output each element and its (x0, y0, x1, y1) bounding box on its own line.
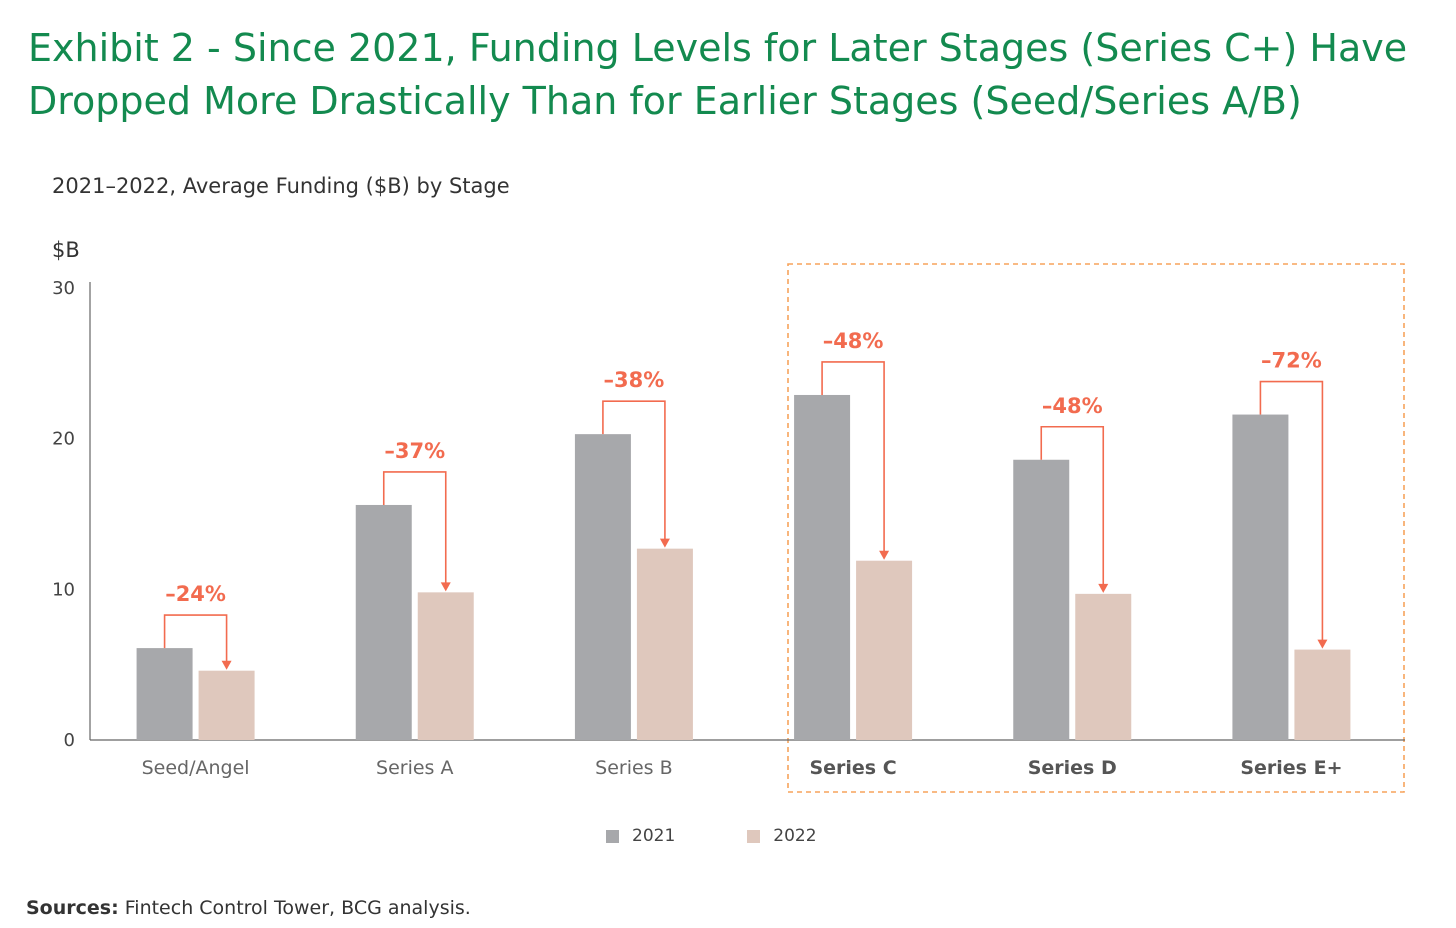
legend-swatch-2021 (606, 829, 619, 843)
x-category-label-series-e: Series E+ (1240, 757, 1342, 779)
x-category-label-series-a: Series A (376, 757, 453, 779)
y-axis-unit-label: $B (52, 238, 80, 262)
legend-item-2022: 2022 (747, 826, 817, 846)
bar-2022-series-e (1294, 649, 1351, 740)
sources-text: Fintech Control Tower, BCG analysis. (118, 897, 471, 919)
change-connector-series-a (382, 471, 447, 584)
bar-2022-series-c (856, 560, 913, 740)
change-label-series-d: –48% (1042, 394, 1103, 418)
sources-note: Sources: Fintech Control Tower, BCG anal… (26, 897, 471, 919)
bar-2022-series-a (417, 592, 474, 740)
page-title: Exhibit 2 - Since 2021, Funding Levels f… (28, 22, 1428, 128)
title-line-1: Exhibit 2 - Since 2021, Funding Levels f… (28, 26, 1408, 70)
y-tick-label-0: 0 (64, 730, 75, 751)
change-arrowhead-series-a (440, 582, 451, 592)
chart-legend: 2021 2022 (606, 826, 889, 846)
change-label-series-e: –72% (1261, 349, 1322, 373)
change-connector-series-d (1040, 425, 1105, 585)
sources-label: Sources: (26, 897, 119, 919)
y-tick-label-10: 10 (52, 579, 75, 600)
legend-swatch-2022 (747, 829, 761, 843)
change-label-seed-angel: –24% (165, 582, 226, 606)
change-connector-series-e (1259, 380, 1324, 641)
legend-label-2022: 2022 (773, 826, 817, 846)
y-tick-label-20: 20 (52, 429, 75, 450)
change-connector-series-b (602, 400, 666, 540)
x-category-label-series-b: Series B (595, 757, 673, 779)
x-category-label-series-c: Series C (809, 757, 896, 779)
chart-subtitle: 2021–2022, Average Funding ($B) by Stage (52, 174, 510, 198)
change-label-series-c: –48% (823, 329, 884, 353)
bar-2022-seed-angel (198, 670, 255, 740)
change-arrowhead-series-e (1317, 639, 1328, 649)
change-arrowhead-series-b (659, 538, 670, 548)
bar-2021-series-b (574, 434, 631, 740)
legend-item-2021: 2021 (606, 826, 675, 846)
legend-label-2021: 2021 (632, 826, 676, 846)
bar-2021-series-e (1232, 414, 1289, 740)
y-tick-label-30: 30 (52, 278, 75, 299)
x-category-label-seed-angel: Seed/Angel (142, 757, 250, 779)
bar-2022-series-b (636, 548, 693, 740)
change-arrowhead-series-c (879, 550, 890, 560)
change-arrowhead-seed-angel (221, 660, 232, 670)
change-connector-seed-angel (163, 614, 228, 662)
bar-2021-series-d (1013, 459, 1070, 740)
bar-2021-series-a (355, 504, 412, 740)
bar-2021-series-c (794, 394, 851, 740)
change-connector-series-c (821, 361, 885, 552)
bar-2021-seed-angel (136, 648, 193, 740)
change-arrowhead-series-d (1098, 583, 1109, 593)
highlight-box-later-stages (787, 263, 1405, 793)
title-line-2: Dropped More Drastically Than for Earlie… (28, 79, 1302, 123)
change-label-series-b: –38% (604, 368, 665, 392)
change-label-series-a: –37% (384, 439, 445, 463)
x-category-label-series-d: Series D (1028, 757, 1117, 779)
bar-2022-series-d (1075, 593, 1132, 740)
